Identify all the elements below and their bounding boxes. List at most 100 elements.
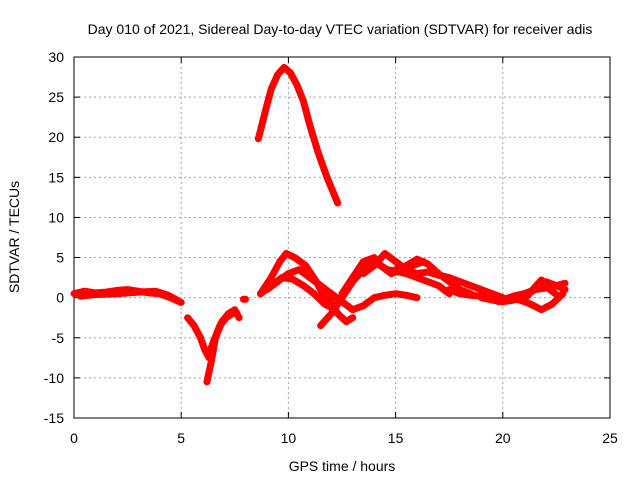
data-point: [349, 306, 356, 313]
data-point: [283, 250, 290, 257]
x-tick-label: 0: [70, 430, 78, 446]
data-point: [311, 290, 318, 297]
data-point: [206, 350, 213, 357]
data-point: [392, 258, 399, 265]
data-point: [561, 280, 568, 287]
series-line: [254, 63, 342, 207]
y-axis-label: SDTVAR / TECUs: [6, 181, 22, 293]
data-point: [323, 174, 330, 181]
plot-frame: [73, 56, 611, 419]
data-point: [424, 278, 431, 285]
data-point: [300, 98, 307, 105]
x-tick-label: 25: [602, 430, 618, 446]
data-point: [446, 278, 453, 285]
data-point: [478, 294, 485, 301]
data-point: [403, 262, 410, 269]
y-tick-label: 30: [48, 49, 64, 65]
data-point: [281, 64, 288, 71]
data-point: [384, 266, 391, 273]
data-point: [285, 270, 292, 277]
y-tick-label: 25: [48, 89, 64, 105]
data-point: [255, 135, 262, 142]
series-trace-2: [76, 287, 181, 304]
x-tick-label: 10: [281, 430, 297, 446]
data-point: [339, 290, 345, 297]
data-point: [276, 258, 283, 265]
data-point: [315, 150, 322, 157]
data-point: [414, 294, 421, 301]
data-point: [467, 292, 474, 299]
data-point: [152, 288, 159, 295]
data-point: [223, 314, 230, 321]
chart-title: Day 010 of 2021, Sidereal Day-to-day VTE…: [88, 21, 593, 37]
data-point: [456, 278, 463, 285]
data-point: [208, 358, 215, 365]
x-tick-label: 5: [177, 430, 185, 446]
data-point: [360, 270, 367, 277]
data-point: [381, 292, 388, 299]
data-point: [553, 282, 560, 289]
y-tick-label: 15: [48, 169, 64, 185]
data-point: [289, 276, 296, 283]
data-point: [236, 314, 243, 321]
data-point: [343, 318, 350, 325]
series-trace-6: [254, 63, 342, 207]
data-point: [242, 296, 249, 303]
data-point: [306, 122, 313, 129]
axis-ticks: [73, 56, 611, 419]
data-point: [506, 294, 513, 301]
data-point: [467, 282, 474, 289]
y-tick-label: -15: [44, 410, 64, 426]
data-point: [201, 346, 208, 353]
data-point: [435, 270, 442, 277]
data-point: [287, 70, 294, 77]
data-point: [403, 292, 410, 299]
data-point: [135, 289, 142, 296]
data-point: [203, 378, 210, 385]
y-tick-label: 20: [48, 129, 64, 145]
data-point: [263, 286, 270, 293]
x-tick-labels: 0 5 10 15 20 25: [70, 430, 618, 446]
data-point: [527, 301, 534, 308]
series-trace-11: [338, 254, 453, 298]
data-point: [549, 301, 556, 308]
data-point: [538, 277, 545, 284]
data-point: [321, 301, 328, 308]
series-line: [257, 250, 357, 326]
data-point: [216, 322, 223, 329]
data-point: [371, 262, 378, 269]
data-point: [349, 314, 356, 321]
data-point: [371, 254, 378, 261]
data-point: [210, 338, 217, 345]
data-point: [71, 290, 77, 297]
data-point: [392, 266, 399, 273]
series-trace-5: [205, 310, 237, 358]
data-point: [414, 270, 421, 277]
data-point: [229, 310, 236, 317]
series-trace-13: [392, 255, 475, 298]
data-point: [328, 310, 335, 317]
x-tick-label: 15: [388, 430, 404, 446]
x-axis-label: GPS time / hours: [289, 458, 396, 474]
data-point: [291, 254, 298, 261]
data-point: [268, 274, 275, 281]
data-point: [456, 290, 463, 297]
data-point: [424, 260, 431, 267]
y-tick-label: 0: [56, 290, 64, 306]
data-point: [191, 322, 198, 329]
data-point: [349, 274, 356, 281]
data-point: [317, 322, 324, 329]
data-point: [360, 302, 367, 309]
series-trace-18: [239, 295, 249, 303]
data-point: [261, 110, 268, 117]
y-tick-labels: -15 -10 -5 0 5 10 15 20 25 30: [44, 49, 64, 426]
data-point: [113, 290, 120, 297]
y-tick-label: -5: [52, 330, 65, 346]
data-point: [274, 71, 281, 78]
data-point: [274, 278, 281, 285]
data-point: [197, 334, 204, 341]
data-point: [257, 290, 264, 297]
data-point: [173, 297, 180, 304]
data-point: [414, 256, 421, 263]
